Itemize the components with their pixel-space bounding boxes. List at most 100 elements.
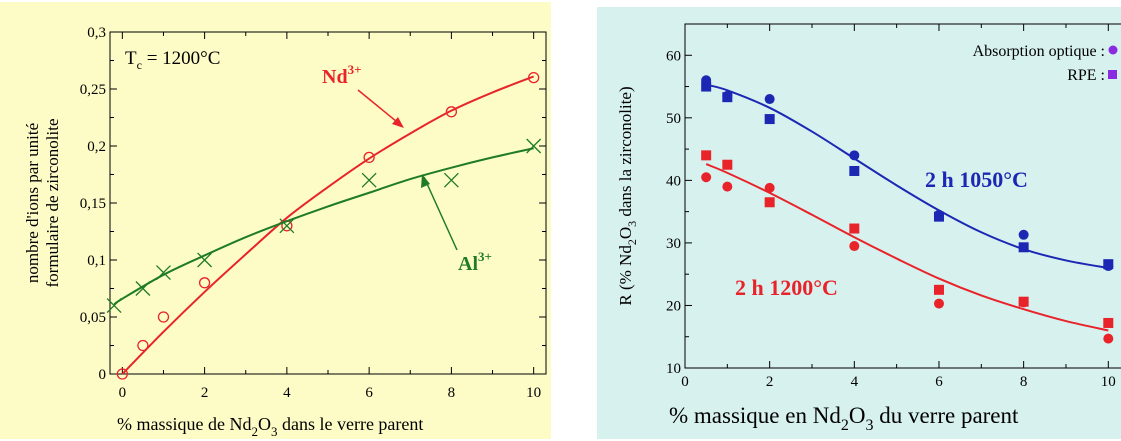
annotation-tc: Tc = 1200°C	[125, 48, 220, 72]
data-point-circle	[157, 311, 170, 323]
data-point-circle	[701, 172, 712, 183]
y-axis-label-sub: 3	[625, 221, 639, 227]
x-axis-label-sub: 3	[271, 424, 278, 439]
data-point-square	[1103, 317, 1114, 328]
arrow-al-head	[421, 174, 430, 188]
data-point-square	[722, 159, 733, 170]
x-tick-label: 6	[935, 374, 943, 390]
data-point-circle	[363, 151, 375, 164]
x-axis-label-mid: O	[849, 403, 866, 428]
x-tick-label: 8	[448, 385, 456, 401]
data-point-circle	[1018, 229, 1029, 240]
x-axis-label-post: du verre parent	[873, 403, 1019, 428]
fit-curve	[121, 75, 535, 375]
data-point-square	[849, 165, 860, 176]
annotation-tc-rest: = 1200°C	[142, 48, 221, 69]
x-tick-label: 2	[766, 374, 774, 390]
data-point-square	[933, 284, 944, 295]
x-axis-label-mid: O	[258, 414, 271, 434]
chart-left: 0 0,05 0,1 0,15 0,2 0,25 0,3 0 2 4 6 8 10 nombre d'io…	[23, 25, 547, 439]
x-tick-label: 8	[1020, 374, 1028, 390]
data-point-square	[1018, 296, 1029, 307]
data-point-circle	[445, 106, 458, 118]
data-point-x	[197, 252, 213, 268]
arrow-nd-line	[357, 89, 403, 127]
y-tick-label: 0,25	[80, 82, 106, 98]
legend-label-rpe: RPE :	[1067, 67, 1105, 84]
fit-curve	[705, 163, 1109, 332]
series-1200	[701, 150, 1114, 344]
data-point-x	[135, 281, 151, 296]
y-tick-label: 0,2	[87, 139, 106, 155]
annotation-tc-sub: c	[137, 58, 142, 72]
y-axis-label-post: dans la zirconolite)	[616, 86, 635, 221]
y-tick-label: 40	[666, 173, 681, 189]
x-axis-label-sub: 2	[251, 424, 258, 439]
y-tick-label: 20	[666, 298, 681, 314]
data-point-circle	[933, 298, 944, 309]
x-tick-label: 10	[526, 385, 541, 401]
annotation-tc-main: T	[125, 48, 137, 69]
series-al	[106, 138, 542, 314]
fit-curve	[113, 147, 534, 306]
legend-label-absorption: Absorption optique :	[973, 43, 1105, 60]
x-tick-label: 4	[851, 374, 859, 390]
legend-marker-circle	[1108, 45, 1118, 55]
y-tick-label: 0	[99, 367, 107, 383]
series-nd	[116, 71, 540, 380]
data-point-circle	[849, 150, 860, 161]
y-tick-label: 0,3	[87, 25, 106, 41]
series-label-al: Al3+	[458, 249, 492, 275]
data-point-circle	[849, 241, 860, 252]
y-axis-label-line2: formulaire de zirconolite	[43, 119, 62, 288]
y-axis-label: R (% Nd2O3 dans la zirconolite)	[616, 86, 639, 305]
data-point-x	[361, 172, 377, 188]
data-point-square	[722, 92, 733, 103]
x-axis-label: % massique en Nd2O3 du verre parent	[669, 403, 1019, 434]
series-label-1050: 2 h 1050°C	[925, 167, 1028, 192]
data-point-x	[526, 138, 542, 154]
series-label-nd-name: Nd	[322, 66, 348, 88]
x-axis-label-post: dans le verre parent	[277, 414, 423, 434]
y-axis-label-line1: nombre d'ions par unité	[23, 123, 42, 283]
data-point-circle	[722, 181, 733, 192]
data-point-circle	[764, 94, 775, 105]
y-tick-label: 60	[666, 48, 681, 64]
data-point-square	[764, 197, 775, 208]
y-tick-label: 0,05	[80, 310, 106, 326]
data-point-square	[701, 150, 712, 161]
data-point-square	[849, 223, 860, 234]
data-point-circle	[764, 182, 775, 193]
data-point-x	[106, 298, 122, 314]
x-axis-label: % massique de Nd2O3 dans le verre parent	[117, 414, 423, 439]
series-label-al-name: Al	[458, 253, 478, 275]
y-tick-label: 10	[666, 361, 681, 377]
y-axis-label-pre: R (% Nd	[616, 245, 635, 306]
data-point-x	[443, 172, 459, 188]
x-tick-label: 4	[283, 385, 291, 401]
data-point-square	[1018, 242, 1029, 253]
plot-frame	[684, 23, 1121, 369]
data-point-circle	[198, 277, 211, 289]
data-point-circle	[1103, 333, 1114, 344]
arrow-nd-head	[392, 117, 404, 128]
y-tick-label: 50	[666, 111, 681, 127]
x-axis-label-sub: 3	[865, 417, 873, 434]
data-point-circle	[137, 339, 149, 352]
legend-marker-square	[1108, 70, 1117, 79]
y-tick-label: 0,1	[87, 253, 106, 269]
data-point-square	[1103, 259, 1114, 270]
series-label-nd: Nd3+	[322, 62, 362, 88]
y-axis-label-sub: 2	[625, 239, 639, 245]
x-tick-label: 2	[201, 385, 209, 401]
data-point-circle	[528, 71, 540, 84]
series-1050	[701, 75, 1114, 272]
arrow-al-line	[423, 176, 458, 251]
fit-curve	[705, 83, 1109, 269]
y-tick-label: 30	[666, 236, 681, 252]
y-tick-label: 0,15	[80, 196, 106, 212]
chart-panel-right: 10 20 30 40 50 60 0 2 4 6 8 10 R (% Nd2O3 dans la zi…	[597, 7, 1121, 439]
x-tick-label: 6	[365, 385, 373, 401]
data-point-circle	[116, 368, 128, 380]
